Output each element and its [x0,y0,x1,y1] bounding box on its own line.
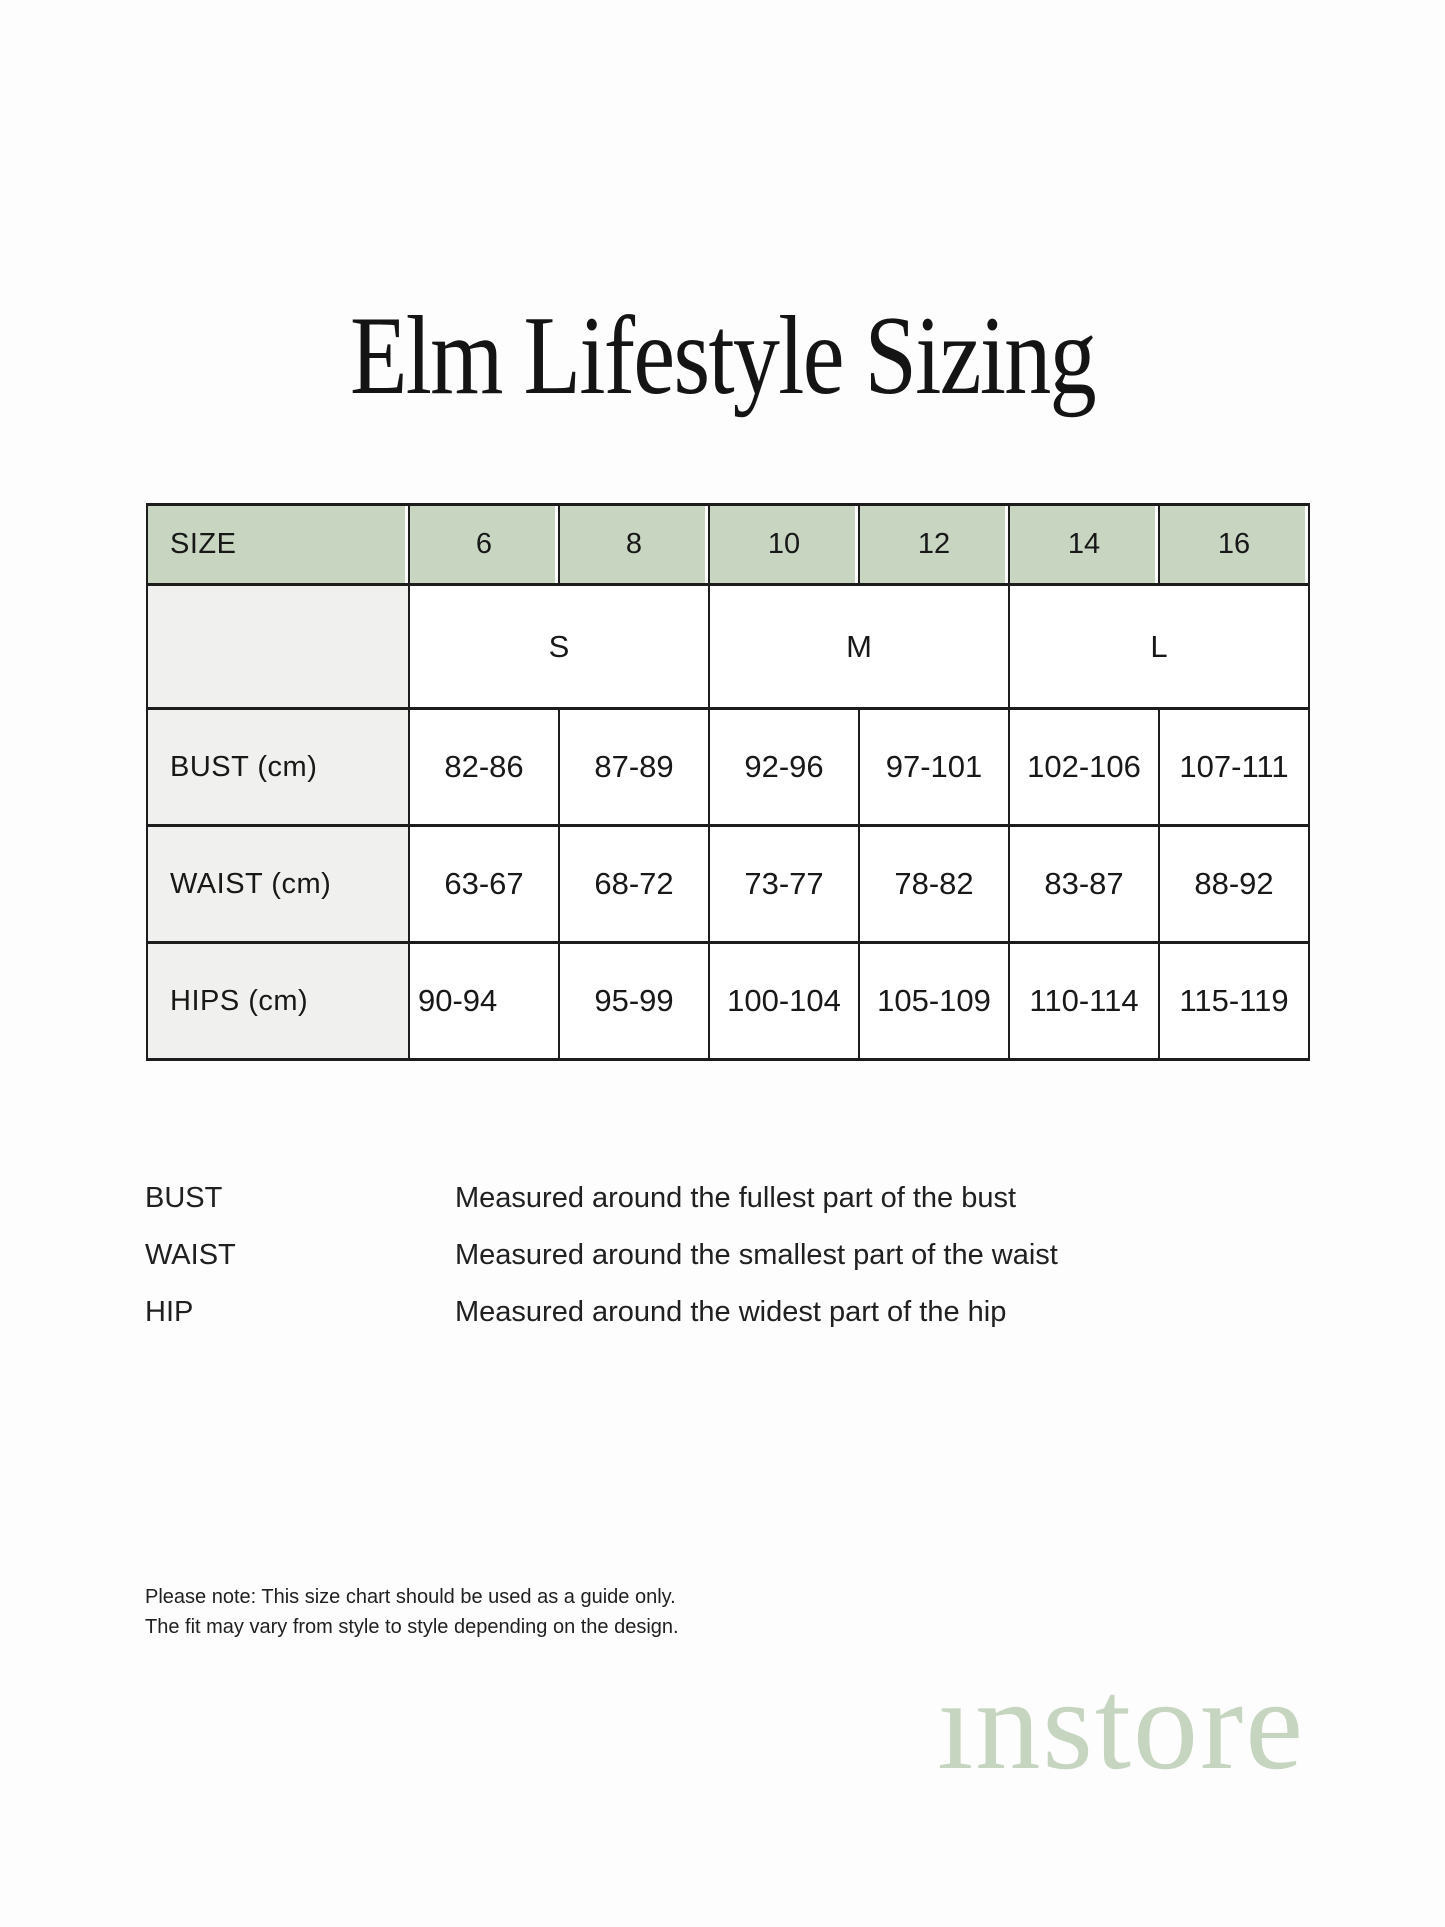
empty-label-cell [146,583,410,710]
table-cell: 92-96 [708,707,860,827]
size-chart-table: SIZE 6 8 10 12 14 16 S M L BUST (cm) 82-… [146,503,1310,1061]
definition-term: BUST [145,1182,223,1214]
table-cell: 87-89 [558,707,710,827]
size-header-10: 10 [708,503,860,586]
disclaimer-note-line1: Please note: This size chart should be u… [145,1586,676,1608]
size-header-8: 8 [558,503,710,586]
size-group-small: S [408,583,710,710]
table-cell: 63-67 [408,824,560,944]
table-cell: 88-92 [1158,824,1310,944]
page-title: Elm Lifestyle Sizing [0,296,1445,416]
table-cell: 83-87 [1008,824,1160,944]
size-header-14: 14 [1008,503,1160,586]
bust-row-label: BUST (cm) [146,707,410,827]
table-cell: 82-86 [408,707,560,827]
table-header-row: SIZE 6 8 10 12 14 16 [146,503,1310,586]
table-cell: 102-106 [1008,707,1160,827]
definition-row-hip: HIP Measured around the widest part of t… [145,1284,1245,1341]
table-cell: 68-72 [558,824,710,944]
waist-row-label: WAIST (cm) [146,824,410,944]
size-group-row: S M L [146,583,1310,710]
size-group-medium: M [708,583,1010,710]
hips-row-label: HIPS (cm) [146,941,410,1061]
table-cell: 110-114 [1008,941,1160,1061]
disclaimer-note: Please note: This size chart should be u… [145,1582,679,1642]
definition-row-bust: BUST Measured around the fullest part of… [145,1170,1245,1227]
table-cell: 107-111 [1158,707,1310,827]
measurement-definitions: BUST Measured around the fullest part of… [145,1170,1245,1341]
size-header-label: SIZE [146,503,410,586]
size-group-large: L [1008,583,1310,710]
size-header-16: 16 [1158,503,1310,586]
definition-description: Measured around the smallest part of the… [455,1239,1058,1271]
table-cell: 78-82 [858,824,1010,944]
page-title-text: Elm Lifestyle Sizing [349,294,1097,418]
bust-row: BUST (cm) 82-86 87-89 92-96 97-101 102-1… [146,707,1310,827]
definition-description: Measured around the fullest part of the … [455,1182,1017,1214]
instore-brand-logo: ınstore [937,1653,1305,1797]
disclaimer-note-line2: The fit may vary from style to style dep… [145,1616,679,1638]
definition-row-waist: WAIST Measured around the smallest part … [145,1227,1245,1284]
size-header-12: 12 [858,503,1010,586]
table-cell: 115-119 [1158,941,1310,1061]
table-cell: 73-77 [708,824,860,944]
hips-row: HIPS (cm) 90-94 95-99 100-104 105-109 11… [146,941,1310,1061]
size-header-6: 6 [408,503,560,586]
table-cell: 90-94 [408,941,560,1061]
waist-row: WAIST (cm) 63-67 68-72 73-77 78-82 83-87… [146,824,1310,944]
table-cell: 105-109 [858,941,1010,1061]
table-cell: 95-99 [558,941,710,1061]
definition-term: WAIST [145,1239,236,1271]
table-cell: 97-101 [858,707,1010,827]
definition-description: Measured around the widest part of the h… [455,1296,1007,1328]
table-cell: 100-104 [708,941,860,1061]
definition-term: HIP [145,1296,194,1328]
